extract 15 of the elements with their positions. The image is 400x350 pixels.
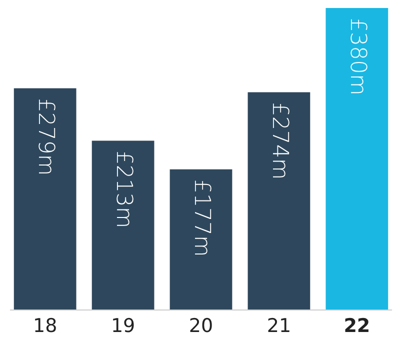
x-tick-label: 18 (32, 315, 58, 337)
bar (248, 92, 310, 310)
x-tick-label: 19 (110, 315, 136, 337)
bar (170, 169, 232, 310)
bar (14, 88, 76, 310)
x-tick-label: 21 (266, 315, 292, 337)
x-tick-label: 22 (344, 315, 370, 337)
x-tick-label: 20 (188, 315, 214, 337)
data-label: £279m (33, 98, 58, 176)
data-label: £213m (111, 150, 136, 228)
bar (92, 140, 154, 310)
bar (326, 8, 388, 310)
data-label: £177m (188, 179, 214, 257)
data-label: £274m (266, 102, 292, 180)
data-label: £380m (344, 18, 370, 96)
